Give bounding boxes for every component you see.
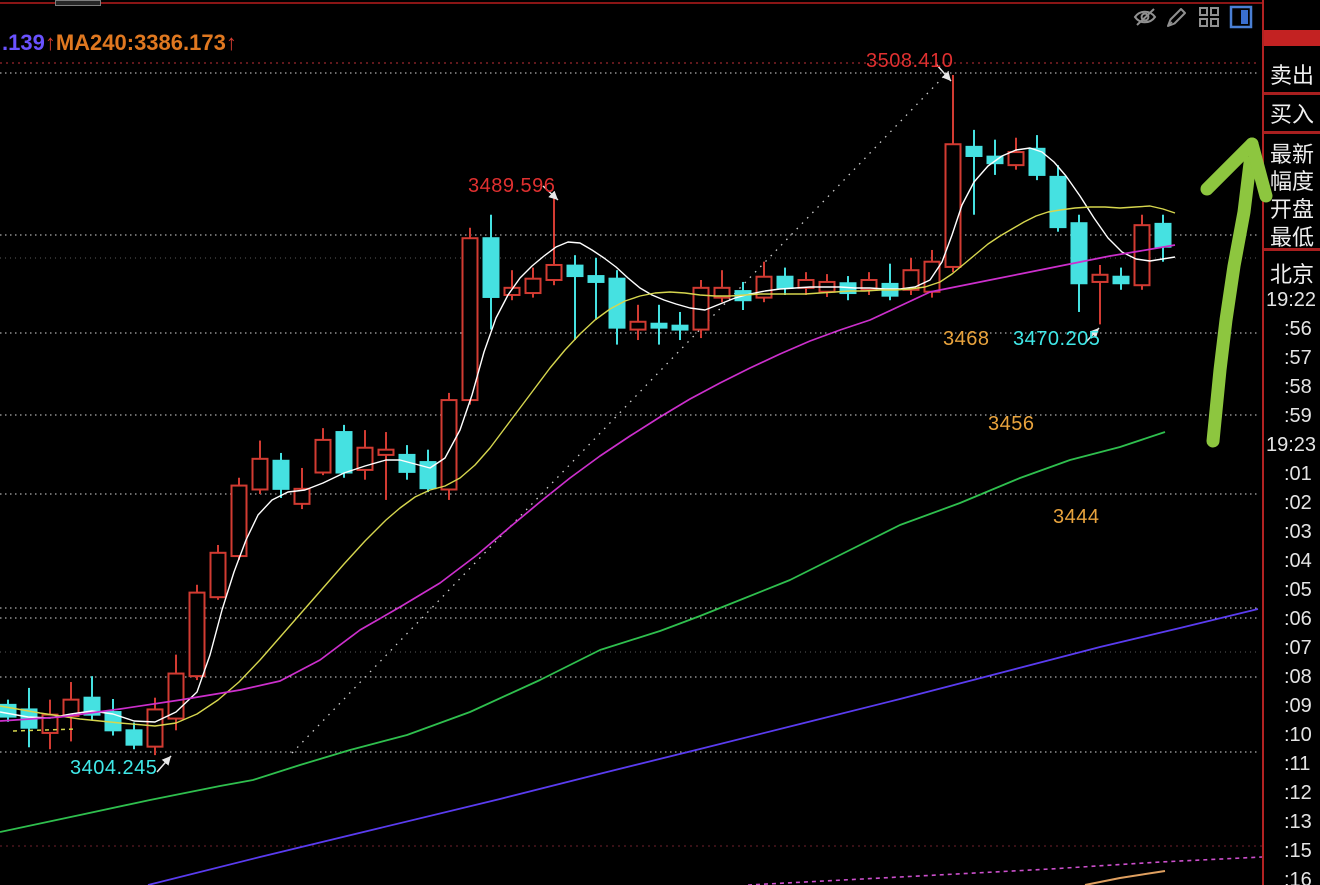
- chart-toolbar: [1132, 4, 1254, 30]
- time-sales-row: :03: [1284, 521, 1312, 543]
- time-sales-row: :57: [1284, 347, 1312, 369]
- time-sales-row: :05: [1284, 579, 1312, 601]
- time-sales-row: 19:23: [1266, 434, 1317, 456]
- window-tab-stub: [55, 0, 101, 6]
- hide-eye-icon[interactable]: [1132, 4, 1158, 30]
- sidebar-divider: [1264, 248, 1320, 251]
- ma240-value: MA240:3386.173: [55, 30, 226, 55]
- time-sales-row: 19:22: [1266, 289, 1317, 311]
- time-sales-row: :12: [1284, 782, 1312, 804]
- time-sales-row: :02: [1284, 492, 1312, 514]
- sidebar-top-band: [1264, 30, 1320, 46]
- sidebar-divider: [1264, 131, 1320, 134]
- label-last: 最新: [1270, 142, 1315, 167]
- sell-button[interactable]: 卖出: [1270, 63, 1315, 88]
- time-sales-row: :11: [1284, 753, 1311, 775]
- time-sales-row: :59: [1284, 405, 1312, 427]
- ma240-arrow-icon: ↑: [225, 30, 237, 55]
- quote-sidebar: 卖出 买入 最新 幅度 开盘 最低 北京 19:22 :56 :57 :58 :59 19…: [1262, 0, 1320, 885]
- time-sales-row: :58: [1284, 376, 1312, 398]
- time-sales-row: :56: [1284, 318, 1312, 340]
- label-open: 开盘: [1270, 197, 1315, 222]
- time-sales-row: :10: [1284, 724, 1312, 746]
- draw-pencil-icon[interactable]: [1164, 4, 1190, 30]
- time-sales-row: :15: [1284, 840, 1312, 862]
- time-sales-row: :01: [1284, 463, 1312, 485]
- sidebar-divider: [1264, 92, 1320, 95]
- time-sales-row: :16: [1284, 869, 1312, 885]
- time-sales-row: :08: [1284, 666, 1312, 688]
- buy-button[interactable]: 买入: [1270, 102, 1315, 127]
- window-top-border: [0, 2, 1320, 4]
- ma-fragment-value: .139: [2, 30, 45, 55]
- label-range: 幅度: [1270, 169, 1315, 194]
- label-beijing: 北京: [1270, 262, 1315, 287]
- ma-fragment-arrow-icon: ↑: [44, 30, 56, 55]
- time-sales-row: :09: [1284, 695, 1312, 717]
- time-sales-row: :13: [1284, 811, 1312, 833]
- grid-layout-icon[interactable]: [1196, 4, 1222, 30]
- panel-toggle-icon[interactable]: [1228, 4, 1254, 30]
- label-low: 最低: [1270, 225, 1315, 250]
- time-sales-row: :04: [1284, 550, 1312, 572]
- time-sales-row: :07: [1284, 637, 1312, 659]
- ma-indicator-readout: .139↑MA240:3386.173↑: [2, 30, 237, 56]
- time-sales-row: :06: [1284, 608, 1312, 630]
